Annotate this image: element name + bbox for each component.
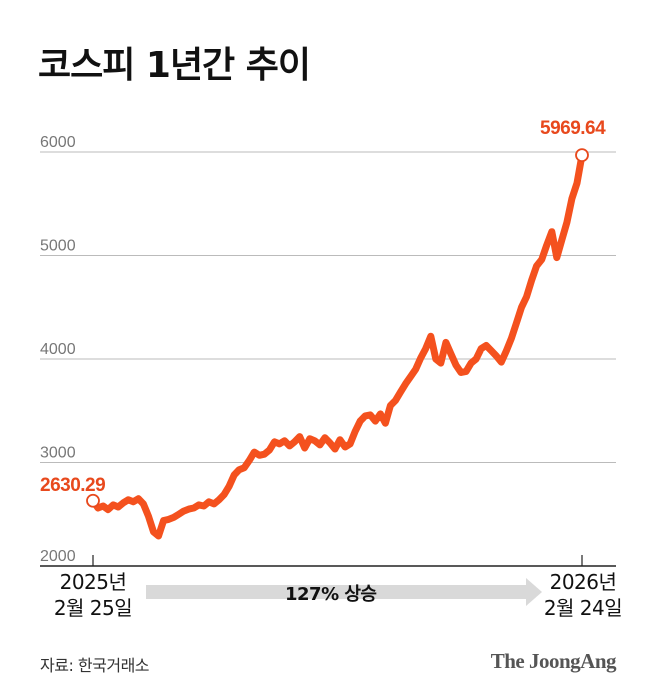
gridlines (40, 151, 616, 463)
y-tick-label-6000: 6000 (40, 134, 76, 151)
y-tick-label-3000: 3000 (40, 445, 76, 462)
y-tick-label-2000: 2000 (40, 548, 76, 565)
x-label-start: 2025년 2월 25일 (38, 569, 148, 621)
x-label-end-date: 2월 24일 (543, 596, 623, 620)
start-point-marker (86, 493, 100, 508)
y-tick-label-4000: 4000 (40, 341, 76, 358)
x-label-start-date: 2월 25일 (53, 596, 133, 620)
x-label-end: 2026년 2월 24일 (528, 569, 638, 621)
y-axis-ticks: 2000 3000 4000 5000 6000 (40, 134, 76, 565)
end-point-marker (575, 148, 589, 163)
change-percent-label: 127% 상승 (285, 584, 377, 605)
start-value-label: 2630.29 (40, 475, 105, 496)
chart-title: 코스피 1년간 추이 (38, 45, 311, 86)
change-arrow (146, 578, 542, 606)
y-tick-label-5000: 5000 (40, 238, 76, 255)
x-label-start-year: 2025년 (59, 570, 127, 594)
publisher-logo: The JoongAng (490, 649, 617, 673)
kospi-line-series (89, 151, 586, 540)
source-credit: 자료: 한국거래소 (40, 656, 150, 675)
x-label-end-year: 2026년 (549, 570, 617, 594)
end-value-label: 5969.64 (540, 118, 606, 139)
